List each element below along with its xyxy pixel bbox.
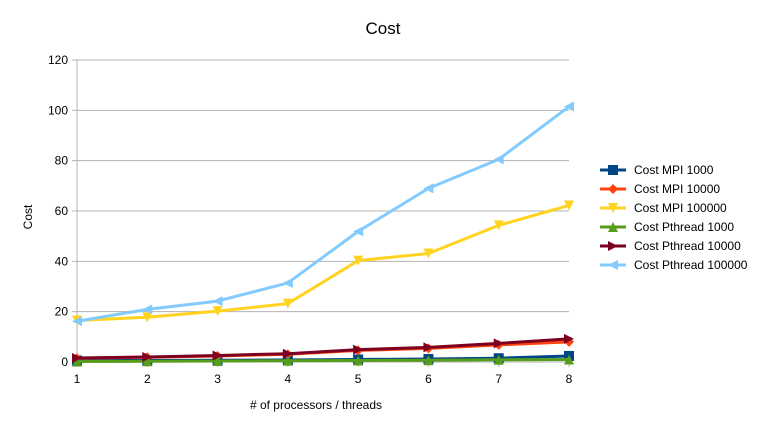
series-line	[76, 204, 570, 322]
data-point	[282, 298, 293, 309]
data-point	[282, 355, 293, 366]
legend-label: Cost MPI 100000	[634, 201, 727, 215]
y-tick-label: 100	[48, 103, 68, 117]
data-point	[564, 354, 574, 365]
y-tick-label: 0	[61, 355, 68, 369]
y-axis-ticks: 0 20 40 60 80 100 120	[48, 53, 77, 369]
series-line	[76, 337, 570, 360]
data-point	[282, 348, 293, 359]
legend-label: Cost Pthread 10000	[634, 239, 741, 253]
legend-swatch-marker	[608, 260, 618, 270]
legend-swatch-marker	[608, 241, 618, 251]
data-point	[353, 355, 364, 366]
y-tick-label: 40	[55, 254, 69, 268]
y-tick-label: 80	[55, 154, 69, 168]
legend-swatch-marker	[608, 222, 618, 232]
data-point	[423, 342, 434, 353]
x-tick-label: 2	[144, 372, 151, 386]
data-point	[564, 101, 574, 112]
data-point	[72, 356, 82, 367]
y-tick-label: 20	[55, 305, 69, 319]
data-point	[423, 248, 434, 259]
y-tick-label: 60	[55, 204, 69, 218]
legend-item: Cost MPI 1000	[600, 163, 714, 177]
data-point	[353, 255, 364, 266]
data-point	[493, 354, 504, 365]
grid-lines	[77, 59, 569, 363]
series-4	[72, 333, 574, 363]
data-point	[212, 355, 223, 366]
data-point	[353, 344, 364, 355]
legend-label: Cost MPI 10000	[634, 182, 720, 196]
chart-title: Cost	[366, 19, 401, 38]
series-2	[72, 200, 574, 326]
data-point	[142, 356, 153, 367]
x-tick-label: 8	[566, 372, 573, 386]
series-5	[72, 101, 574, 327]
legend-swatch-marker	[608, 184, 618, 194]
data-point	[564, 333, 574, 344]
x-tick-label: 1	[74, 372, 81, 386]
series-3	[72, 354, 574, 367]
x-tick-label: 6	[425, 372, 432, 386]
legend-label: Cost MPI 1000	[634, 163, 714, 177]
data-point	[493, 338, 504, 349]
series-group	[72, 101, 574, 367]
legend-label: Cost Pthread 100000	[634, 258, 748, 272]
data-point	[493, 154, 504, 165]
legend: Cost MPI 1000 Cost MPI 10000 Cost MPI 1000…	[600, 163, 748, 272]
data-point	[423, 355, 434, 366]
legend-item: Cost Pthread 1000	[600, 220, 734, 234]
data-point	[282, 277, 293, 288]
data-point	[142, 312, 153, 323]
data-point	[353, 226, 364, 237]
data-point	[72, 352, 82, 363]
x-tick-label: 3	[214, 372, 221, 386]
legend-item: Cost MPI 10000	[600, 182, 720, 196]
x-tick-label: 4	[285, 372, 292, 386]
y-axis-label: Cost	[21, 204, 35, 229]
data-point	[212, 296, 223, 307]
legend-item: Cost Pthread 10000	[600, 239, 741, 253]
series-line	[76, 105, 570, 323]
data-point	[493, 220, 504, 231]
x-tick-label: 5	[355, 372, 362, 386]
legend-swatch-marker	[608, 203, 618, 213]
legend-item: Cost Pthread 100000	[600, 258, 748, 272]
legend-swatch-marker	[608, 165, 618, 175]
data-point	[142, 351, 153, 362]
data-point	[423, 183, 434, 194]
x-tick-label: 7	[495, 372, 502, 386]
x-axis-label: # of processors / threads	[250, 398, 382, 412]
data-point	[212, 350, 223, 361]
legend-label: Cost Pthread 1000	[634, 220, 734, 234]
data-point	[564, 200, 574, 211]
y-tick-label: 120	[48, 53, 68, 67]
data-point	[72, 316, 82, 327]
legend-item: Cost MPI 100000	[600, 201, 727, 215]
data-point	[212, 306, 223, 317]
data-point	[142, 304, 153, 315]
series-line	[76, 357, 570, 363]
